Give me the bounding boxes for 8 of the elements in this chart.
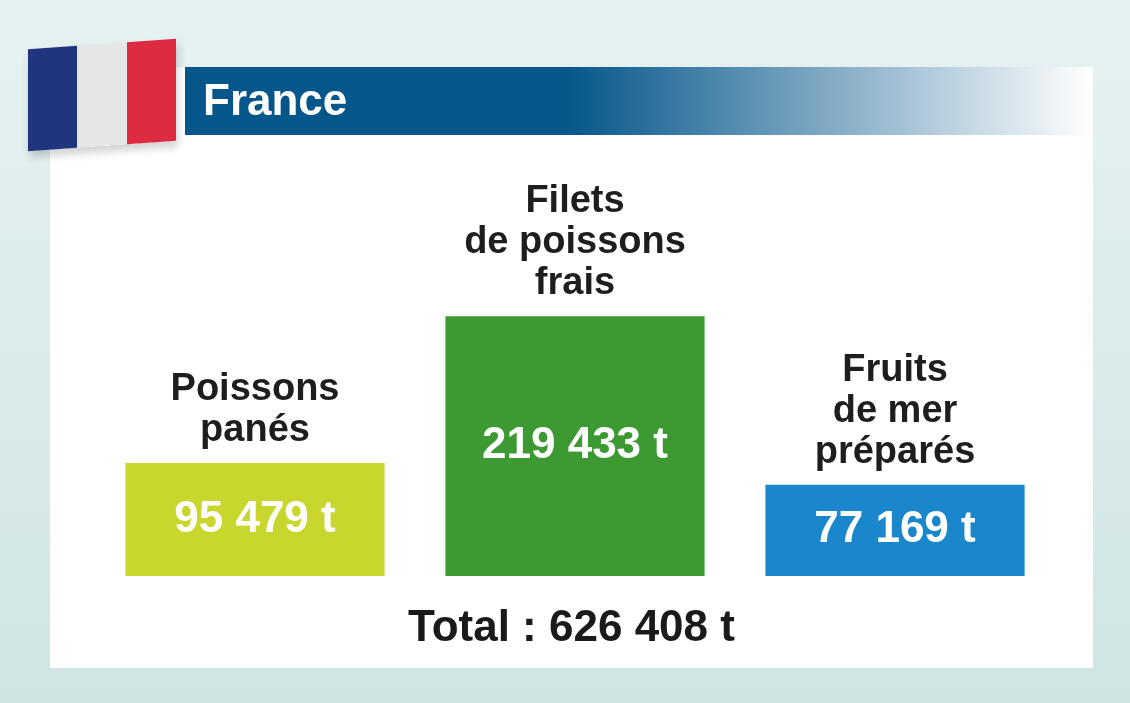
text: Total : 626 408 t bbox=[407, 600, 736, 652]
data-label: 219 433 t bbox=[482, 418, 669, 468]
data-label: 77 169 t bbox=[814, 502, 977, 552]
x-tick-label: Filets de poissons frais bbox=[464, 178, 686, 303]
data-label: 95 479 t bbox=[174, 491, 337, 541]
x-tick-label: Poissons panés bbox=[170, 365, 340, 449]
x-tick-label: Fruits de mer préparés bbox=[814, 346, 976, 471]
chart-title: France bbox=[203, 75, 348, 125]
